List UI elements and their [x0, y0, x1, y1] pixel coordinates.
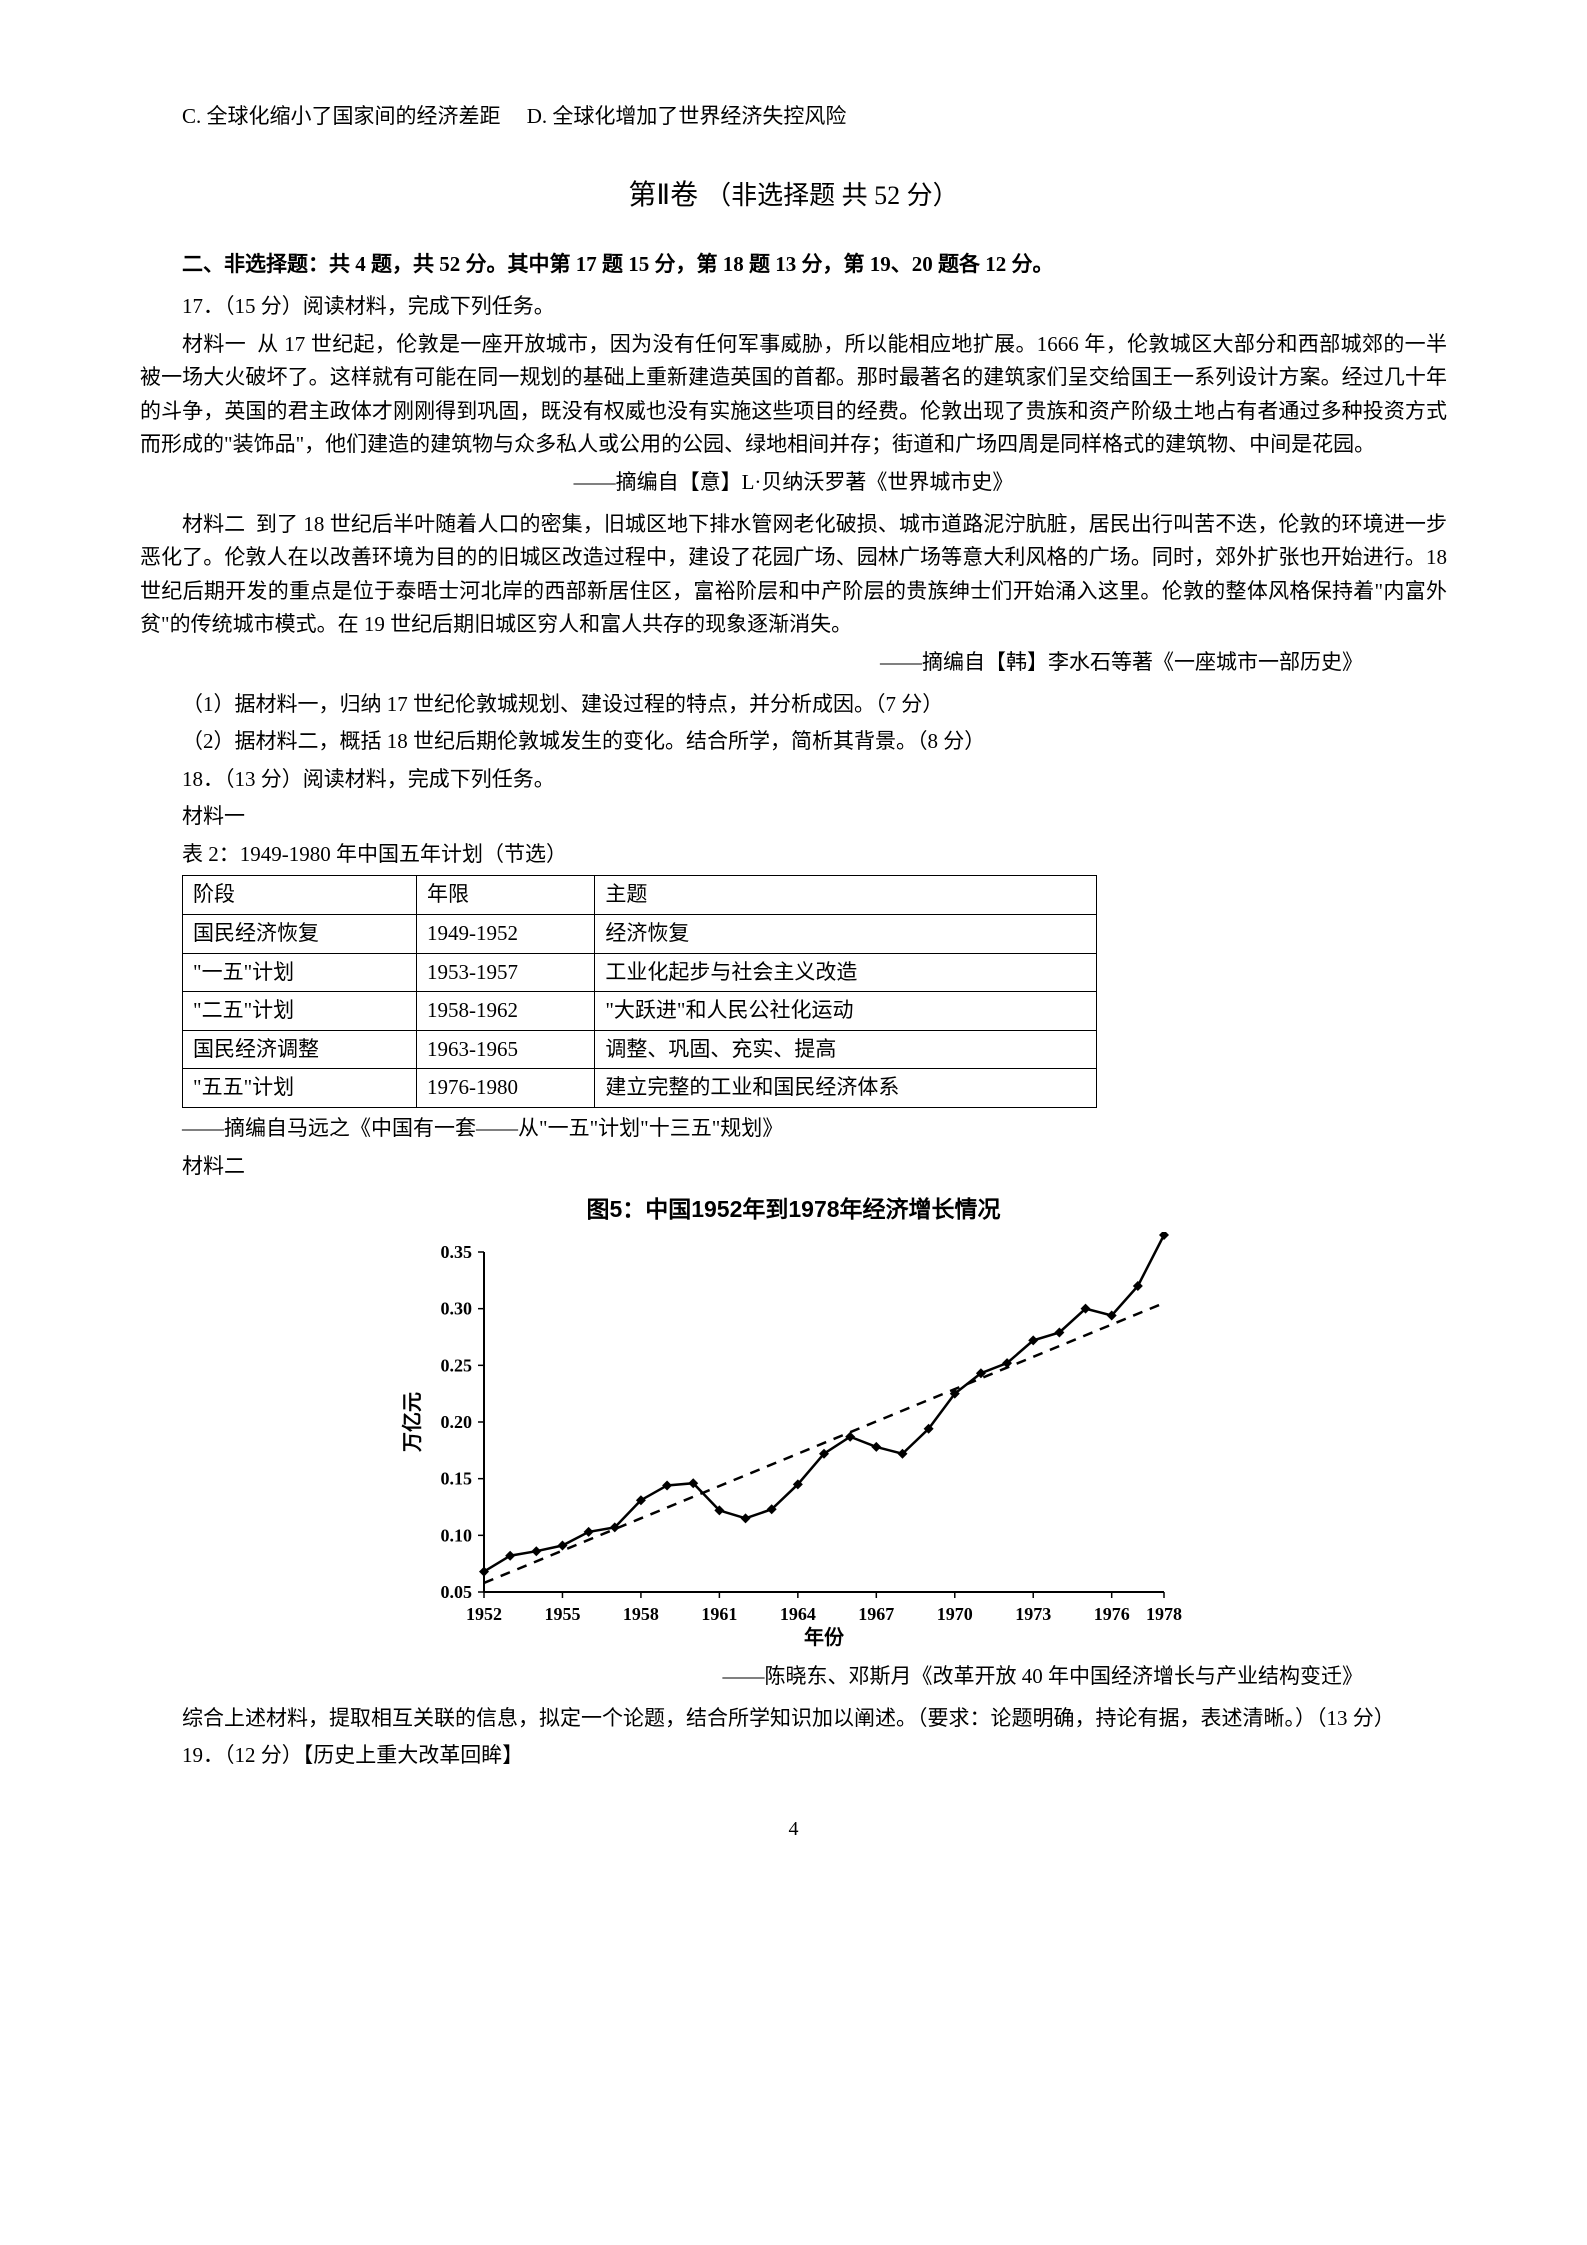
svg-text:0.10: 0.10	[440, 1525, 472, 1545]
instructions: 二、非选择题：共 4 题，共 52 分。其中第 17 题 15 分，第 18 题…	[140, 248, 1447, 282]
svg-text:1964: 1964	[779, 1604, 815, 1624]
option-c: C. 全球化缩小了国家间的经济差距	[182, 104, 501, 128]
svg-text:1973: 1973	[1015, 1604, 1051, 1624]
material1-text: 从 17 世纪起，伦敦是一座开放城市，因为没有任何军事威胁，所以能相应地扩展。1…	[140, 332, 1447, 457]
section-sub: （非选择题 共 52 分）	[705, 181, 959, 210]
svg-text:0.20: 0.20	[440, 1412, 472, 1432]
th-stage: 阶段	[183, 876, 417, 915]
option-d: D. 全球化增加了世界经济失控风险	[527, 104, 847, 128]
table-cell: 1963-1965	[417, 1030, 595, 1069]
table-row: "二五"计划1958-1962"大跃进"和人民公社化运动	[183, 992, 1097, 1031]
table-cell: 工业化起步与社会主义改造	[595, 953, 1097, 992]
table-cell: "二五"计划	[183, 992, 417, 1031]
table-cell: 1976-1980	[417, 1069, 595, 1108]
svg-text:1970: 1970	[936, 1604, 972, 1624]
svg-text:0.35: 0.35	[440, 1242, 472, 1262]
section-main: 第Ⅱ卷	[628, 180, 698, 211]
th-theme: 主题	[595, 876, 1097, 915]
table-header-row: 阶段 年限 主题	[183, 876, 1097, 915]
svg-text:0.15: 0.15	[440, 1469, 472, 1489]
svg-text:1952: 1952	[466, 1604, 502, 1624]
growth-chart: 0.05 0.10 0.15 0.20 0.25 0.30 0.35 1952 1955 1958…	[394, 1232, 1194, 1652]
th-years: 年限	[417, 876, 595, 915]
q18-header: 18．（13 分）阅读材料，完成下列任务。	[140, 763, 1447, 797]
table-cell: 经济恢复	[595, 915, 1097, 954]
table-cell: "一五"计划	[183, 953, 417, 992]
table-row: 国民经济调整1963-1965调整、巩固、充实、提高	[183, 1030, 1097, 1069]
svg-text:1961: 1961	[701, 1604, 737, 1624]
table-row: "五五"计划1976-1980建立完整的工业和国民经济体系	[183, 1069, 1097, 1108]
svg-text:年份: 年份	[804, 1625, 845, 1649]
q17-sub2: （2）据材料二，概括 18 世纪后期伦敦城发生的变化。结合所学，简析其背景。（8…	[140, 725, 1447, 759]
table-cell: 建立完整的工业和国民经济体系	[595, 1069, 1097, 1108]
svg-text:万亿元: 万亿元	[400, 1392, 424, 1453]
section-title: 第Ⅱ卷 （非选择题 共 52 分）	[140, 174, 1447, 219]
svg-text:1967: 1967	[858, 1604, 894, 1624]
table-cell: 1958-1962	[417, 992, 595, 1031]
q17-header: 17．（15 分）阅读材料，完成下列任务。	[140, 290, 1447, 324]
q18-material2-label: 材料二	[140, 1150, 1447, 1184]
table-row: "一五"计划1953-1957工业化起步与社会主义改造	[183, 953, 1097, 992]
table-cell: 1949-1952	[417, 915, 595, 954]
q18-material1-label: 材料一	[140, 800, 1447, 834]
table-cell: "五五"计划	[183, 1069, 417, 1108]
table-row: 国民经济恢复1949-1952经济恢复	[183, 915, 1097, 954]
chart-title: 图5：中国1952年到1978年经济增长情况	[140, 1191, 1447, 1228]
table-cell: 调整、巩固、充实、提高	[595, 1030, 1097, 1069]
material1-label: 材料一	[182, 332, 246, 356]
q17-citation1: ——摘编自【意】L·贝纳沃罗著《世界城市史》	[140, 466, 1447, 500]
chart-citation: ——陈晓东、邓斯月《改革开放 40 年中国经济增长与产业结构变迁》	[140, 1660, 1447, 1694]
table-cell: 国民经济调整	[183, 1030, 417, 1069]
svg-text:1978: 1978	[1146, 1604, 1182, 1624]
material2-label: 材料二	[182, 512, 245, 536]
table-caption: 表 2：1949-1980 年中国五年计划（节选）	[140, 838, 1447, 872]
svg-text:1976: 1976	[1093, 1604, 1129, 1624]
table-cell: 国民经济恢复	[183, 915, 417, 954]
chart-container: 0.05 0.10 0.15 0.20 0.25 0.30 0.35 1952 1955 1958…	[394, 1232, 1194, 1652]
table-cell: "大跃进"和人民公社化运动	[595, 992, 1097, 1031]
answer-options: C. 全球化缩小了国家间的经济差距 D. 全球化增加了世界经济失控风险	[140, 100, 1447, 134]
svg-text:1958: 1958	[622, 1604, 658, 1624]
svg-text:0.25: 0.25	[440, 1355, 472, 1375]
svg-text:0.30: 0.30	[440, 1299, 472, 1319]
five-year-plan-table: 阶段 年限 主题 国民经济恢复1949-1952经济恢复"一五"计划1953-1…	[182, 875, 1097, 1108]
q17-material1: 材料一 从 17 世纪起，伦敦是一座开放城市，因为没有任何军事威胁，所以能相应地…	[140, 328, 1447, 462]
q18-task: 综合上述材料，提取相互关联的信息，拟定一个论题，结合所学知识加以阐述。（要求：论…	[140, 1702, 1447, 1736]
q19-header: 19．（12 分）【历史上重大改革回眸】	[140, 1739, 1447, 1773]
q17-material2: 材料二 到了 18 世纪后半叶随着人口的密集，旧城区地下排水管网老化破损、城市道…	[140, 508, 1447, 642]
svg-text:1955: 1955	[544, 1604, 580, 1624]
q17-citation2: ——摘编自【韩】李水石等著《一座城市一部历史》	[140, 646, 1447, 680]
material2-text: 到了 18 世纪后半叶随着人口的密集，旧城区地下排水管网老化破损、城市道路泥泞肮…	[140, 512, 1447, 637]
q17-sub1: （1）据材料一，归纳 17 世纪伦敦城规划、建设过程的特点，并分析成因。（7 分…	[140, 688, 1447, 722]
table-citation: ——摘编自马远之《中国有一套——从"一五"计划"十三五"规划》	[140, 1112, 1447, 1146]
svg-text:0.05: 0.05	[440, 1582, 472, 1602]
table-cell: 1953-1957	[417, 953, 595, 992]
page-number: 4	[140, 1813, 1447, 1845]
